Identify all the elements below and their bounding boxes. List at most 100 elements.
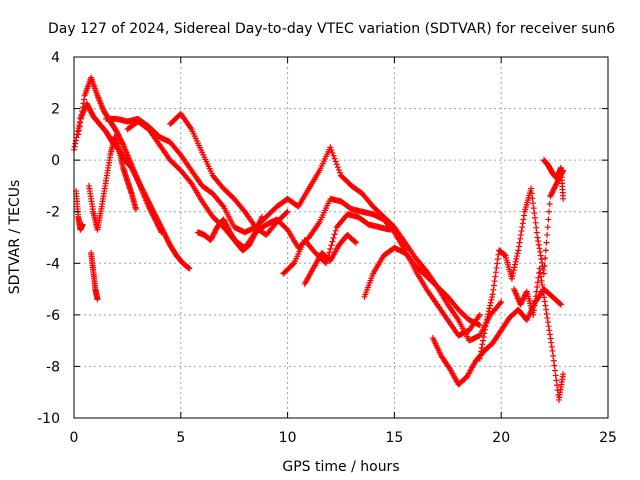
data-point	[517, 231, 524, 238]
data-point	[73, 134, 80, 141]
data-point	[186, 265, 193, 272]
data-point	[512, 258, 519, 265]
data-point	[77, 115, 84, 122]
y-tick-label: -8	[46, 359, 60, 375]
data-point	[538, 259, 545, 266]
data-point	[94, 296, 101, 303]
data-point	[544, 231, 551, 238]
x-tick-label: 5	[176, 430, 185, 446]
data-point	[71, 143, 78, 150]
data-point	[478, 348, 485, 355]
data-point	[531, 214, 538, 221]
x-tick-label: 15	[385, 430, 403, 446]
data-point	[508, 275, 515, 282]
x-tick-label: 25	[599, 430, 617, 446]
data-point	[537, 248, 544, 255]
data-point	[497, 300, 504, 307]
data-point	[513, 255, 520, 262]
data-point	[328, 242, 335, 249]
data-point	[530, 205, 537, 212]
data-point	[544, 314, 551, 321]
data-point	[331, 155, 338, 162]
data-point	[540, 290, 547, 297]
series-track-7	[124, 118, 483, 339]
data-point	[530, 200, 537, 207]
data-point	[533, 224, 540, 231]
series-track-13	[429, 286, 565, 388]
data-point	[329, 149, 336, 156]
series-track-8	[167, 110, 291, 238]
data-point	[545, 323, 552, 330]
data-point	[352, 239, 359, 246]
data-point	[510, 267, 517, 274]
y-tick-labels: -10 -8 -6 -4 -2 0 2 4	[37, 50, 60, 427]
data-point	[490, 286, 497, 293]
data-point	[485, 311, 492, 318]
data-point	[516, 239, 523, 246]
series-track-4	[88, 249, 101, 303]
data-point	[79, 221, 86, 228]
data-point	[157, 228, 164, 235]
data-point	[529, 195, 536, 202]
data-point	[331, 231, 338, 238]
data-point	[538, 277, 545, 284]
y-axis-label: SDTVAR / TECUs	[7, 180, 23, 295]
data-point	[550, 357, 557, 364]
data-point	[334, 164, 341, 171]
data-point	[539, 286, 546, 293]
data-point	[251, 230, 258, 237]
data-point	[515, 243, 522, 250]
data-point	[548, 343, 555, 350]
data-point	[534, 284, 541, 291]
data-point	[541, 294, 548, 301]
data-point	[535, 241, 542, 248]
data-point	[552, 367, 559, 374]
data-point	[476, 355, 483, 362]
data-point	[489, 294, 496, 301]
data-point	[323, 260, 330, 267]
data-point	[528, 185, 535, 192]
data-point	[490, 282, 497, 289]
data-point	[494, 256, 501, 263]
data-point	[542, 255, 549, 262]
data-point	[515, 247, 522, 254]
series-track-12	[361, 244, 505, 344]
axis-ticks	[73, 56, 609, 419]
data-point	[119, 140, 126, 147]
data-point	[552, 372, 559, 379]
data-point	[476, 311, 483, 318]
data-point	[536, 265, 543, 272]
data-point	[532, 297, 539, 304]
data-point	[488, 296, 495, 303]
data-point	[542, 302, 549, 309]
data-point	[549, 347, 556, 354]
chart-title: Day 127 of 2024, Sidereal Day-to-day VTE…	[48, 21, 615, 37]
data-point	[75, 131, 82, 138]
data-point	[187, 179, 194, 186]
data-point	[485, 308, 492, 315]
data-point	[387, 226, 394, 233]
data-point	[537, 252, 544, 259]
data-point	[158, 229, 165, 236]
plot-frame	[73, 56, 609, 419]
data-point	[487, 299, 494, 306]
data-point	[530, 311, 537, 318]
data-point	[514, 253, 521, 260]
data-point	[537, 273, 544, 280]
data-point	[531, 302, 538, 309]
data-point	[535, 238, 542, 245]
data-point	[328, 147, 335, 154]
data-point	[537, 269, 544, 276]
data-point	[547, 335, 554, 342]
data-point	[336, 169, 343, 176]
data-point	[79, 104, 86, 111]
series-track-5	[73, 188, 86, 233]
data-point	[560, 195, 567, 202]
data-point	[533, 288, 540, 295]
data-point	[553, 377, 560, 384]
data-point	[536, 245, 543, 252]
data-point	[352, 238, 359, 245]
series-track-14	[476, 167, 567, 362]
data-point	[512, 261, 519, 268]
